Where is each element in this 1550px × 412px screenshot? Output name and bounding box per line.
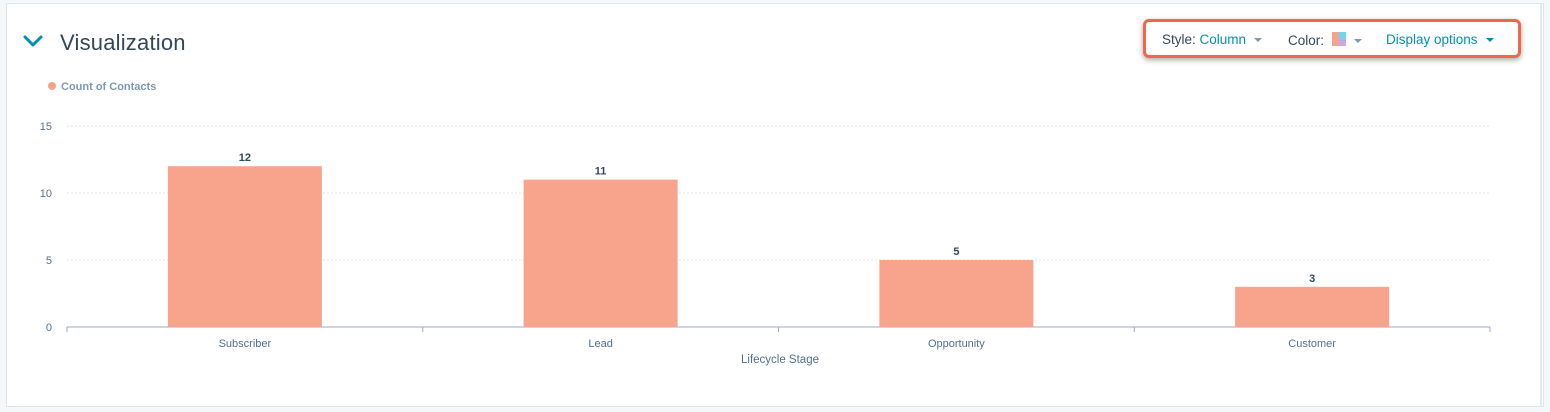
data-label: 5 xyxy=(953,246,959,258)
y-tick-label: 10 xyxy=(40,188,52,200)
chevron-down-icon xyxy=(1485,38,1494,43)
chevron-down-icon[interactable] xyxy=(22,32,44,50)
chevron-down-icon xyxy=(1353,39,1362,44)
x-tick-label: Customer xyxy=(1288,338,1336,350)
bar[interactable] xyxy=(167,166,322,327)
display-options-dropdown[interactable]: Display options xyxy=(1386,32,1494,47)
x-tick-label: Opportunity xyxy=(928,338,985,350)
color-dropdown[interactable]: Color: xyxy=(1288,32,1362,48)
y-tick-label: 15 xyxy=(40,121,52,133)
bar[interactable] xyxy=(523,179,678,327)
visualization-toolbar: Style: Column Color: Display options xyxy=(1143,19,1521,58)
color-swatch-icon xyxy=(1331,32,1346,46)
chart-legend[interactable]: Count of Contacts xyxy=(48,81,156,93)
color-label: Color: xyxy=(1288,33,1325,48)
bar[interactable] xyxy=(879,260,1034,327)
legend-label: Count of Contacts xyxy=(61,81,157,93)
style-label: Style: xyxy=(1162,32,1196,47)
panel-title: Visualization xyxy=(60,30,186,55)
legend-dot-icon xyxy=(48,82,56,90)
data-label: 3 xyxy=(1309,273,1315,285)
data-label: 12 xyxy=(239,152,251,164)
scrollbar[interactable] xyxy=(1540,3,1542,407)
display-options-label: Display options xyxy=(1386,32,1478,47)
x-axis-title: Lifecycle Stage xyxy=(741,354,819,366)
y-tick-label: 0 xyxy=(46,322,52,334)
x-tick-label: Lead xyxy=(588,338,612,350)
bar[interactable] xyxy=(1235,286,1390,327)
data-label: 11 xyxy=(595,166,607,178)
style-value: Column xyxy=(1199,32,1247,47)
x-tick-label: Subscriber xyxy=(219,338,272,350)
style-dropdown[interactable]: Style: Column xyxy=(1162,32,1263,47)
chevron-down-icon xyxy=(1254,38,1263,43)
y-tick-label: 5 xyxy=(46,255,52,267)
